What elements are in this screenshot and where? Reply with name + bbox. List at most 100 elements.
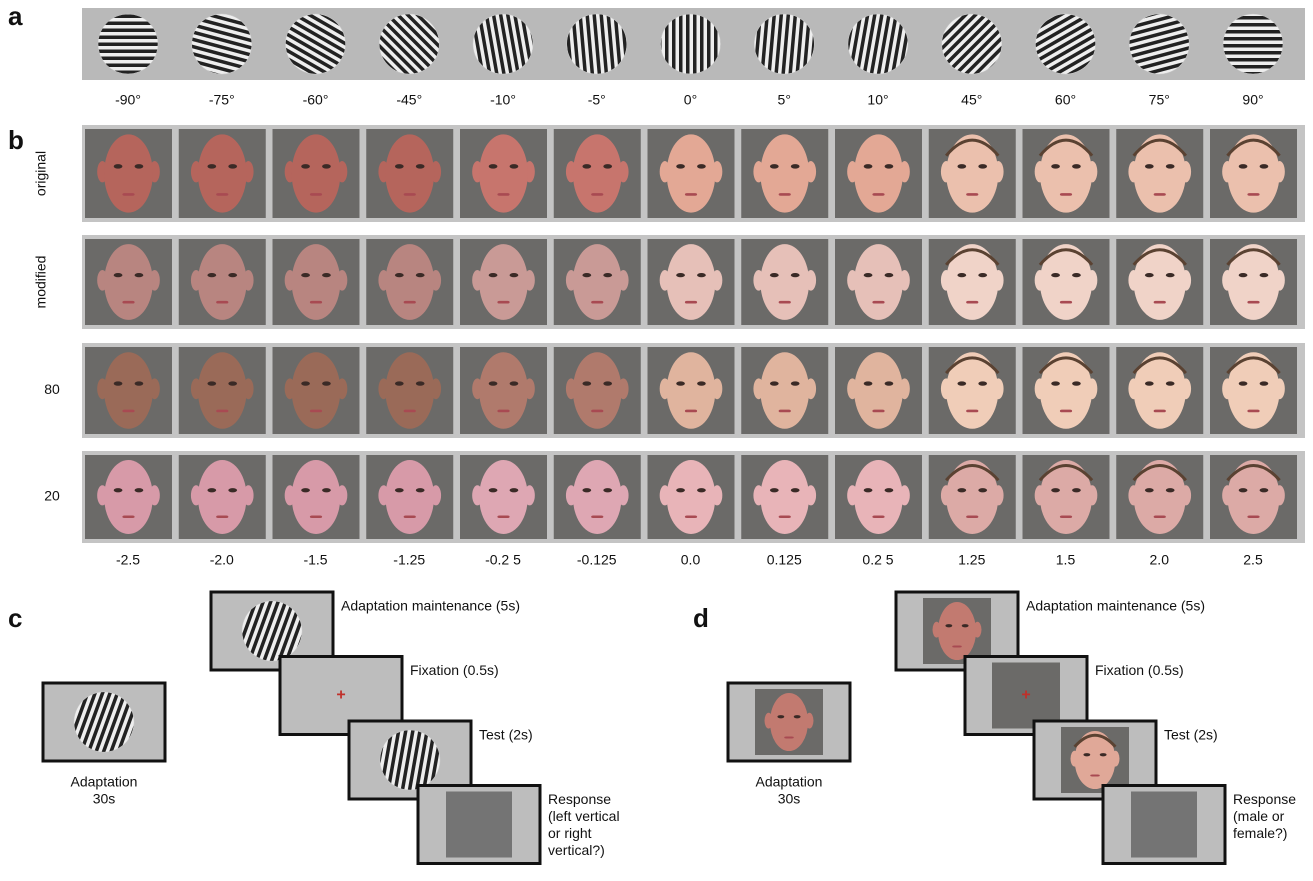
face-eye xyxy=(510,273,519,277)
step-label: Test (2s) xyxy=(479,727,533,743)
angle-label: 5° xyxy=(778,92,791,108)
face-eye xyxy=(957,381,966,385)
face-mouth xyxy=(872,515,884,518)
face-mouth xyxy=(1154,515,1166,518)
step-label: (male or xyxy=(1233,808,1285,824)
face xyxy=(1061,727,1129,793)
face-eye xyxy=(770,273,779,277)
face-eye xyxy=(582,488,591,492)
face-mouth xyxy=(872,301,884,304)
face-eye xyxy=(114,488,123,492)
face-mouth xyxy=(310,193,322,196)
face-eye xyxy=(416,488,425,492)
face-eye xyxy=(957,273,966,277)
face xyxy=(835,347,922,434)
face-mouth xyxy=(1247,301,1259,304)
angle-label: 0° xyxy=(684,92,697,108)
face-eye xyxy=(322,273,331,277)
grating-disc xyxy=(661,14,721,74)
face-mouth xyxy=(966,301,978,304)
face-mouth xyxy=(122,515,134,518)
face-skin xyxy=(573,244,622,320)
figure: a-90°-75°-60°-45°-10°-5°0°5°10°45°60°75°… xyxy=(0,0,1313,881)
face-eye xyxy=(978,273,987,277)
face-eye xyxy=(864,488,873,492)
face-mouth xyxy=(404,410,416,413)
face-eye xyxy=(697,381,706,385)
level-label: 0.2 5 xyxy=(862,552,893,568)
face-skin xyxy=(292,244,341,320)
face-mouth xyxy=(216,410,228,413)
face-eye xyxy=(207,381,216,385)
face-skin xyxy=(938,602,976,660)
noise-mask xyxy=(1131,792,1197,858)
step-label: Response xyxy=(1233,791,1296,807)
face-eye xyxy=(1166,164,1175,168)
face-eye xyxy=(770,381,779,385)
face-mouth xyxy=(497,515,509,518)
face-skin xyxy=(198,244,247,320)
face-skin xyxy=(760,134,809,212)
face-mouth xyxy=(966,410,978,413)
grating xyxy=(1223,14,1283,74)
face-eye xyxy=(1166,488,1175,492)
face xyxy=(273,347,360,434)
step-label: Fixation (0.5s) xyxy=(410,662,499,678)
face xyxy=(554,347,641,434)
face-eye xyxy=(885,164,894,168)
face-skin xyxy=(385,244,434,320)
face-eye xyxy=(1051,381,1060,385)
face-eye xyxy=(697,164,706,168)
face-eye xyxy=(603,488,612,492)
face xyxy=(460,347,547,434)
face-eye xyxy=(135,273,144,277)
level-label: 0.125 xyxy=(767,552,802,568)
face-skin xyxy=(760,352,809,429)
face-eye xyxy=(957,488,966,492)
face-eye xyxy=(114,381,123,385)
face-skin xyxy=(854,460,903,534)
face-eye xyxy=(676,488,685,492)
face-skin xyxy=(573,460,622,534)
face-mouth xyxy=(872,410,884,413)
face-eye xyxy=(957,164,966,168)
grating-disc xyxy=(98,14,158,74)
row-label: original xyxy=(33,151,49,196)
face-eye xyxy=(1260,164,1269,168)
face xyxy=(1116,455,1203,539)
face-eye xyxy=(791,164,800,168)
face-eye xyxy=(1051,488,1060,492)
face-mouth xyxy=(310,301,322,304)
face-mouth xyxy=(685,515,697,518)
face xyxy=(929,455,1016,539)
face-mouth xyxy=(122,301,134,304)
frame xyxy=(1103,786,1225,864)
face-skin xyxy=(667,352,716,429)
face-eye xyxy=(1145,381,1154,385)
face xyxy=(1210,455,1297,539)
grating-disc xyxy=(1223,14,1283,74)
face-skin xyxy=(667,460,716,534)
face-mouth xyxy=(591,193,603,196)
angle-label: -10° xyxy=(490,92,516,108)
face-skin xyxy=(104,244,153,320)
face xyxy=(460,239,547,325)
panel-label: b xyxy=(8,125,24,155)
face-eye xyxy=(395,381,404,385)
face-eye xyxy=(791,273,800,277)
angle-label: 75° xyxy=(1149,92,1170,108)
face xyxy=(554,239,641,325)
face-eye xyxy=(676,273,685,277)
face-eye xyxy=(1051,273,1060,277)
face-eye xyxy=(416,273,425,277)
face-mouth xyxy=(1154,301,1166,304)
face xyxy=(1116,347,1203,434)
face-eye xyxy=(1100,753,1107,756)
level-label: 2.0 xyxy=(1150,552,1170,568)
angle-label: -60° xyxy=(303,92,329,108)
face-mouth xyxy=(1060,410,1072,413)
face-mouth xyxy=(685,193,697,196)
face-eye xyxy=(228,164,237,168)
face-eye xyxy=(885,488,894,492)
face xyxy=(835,455,922,539)
